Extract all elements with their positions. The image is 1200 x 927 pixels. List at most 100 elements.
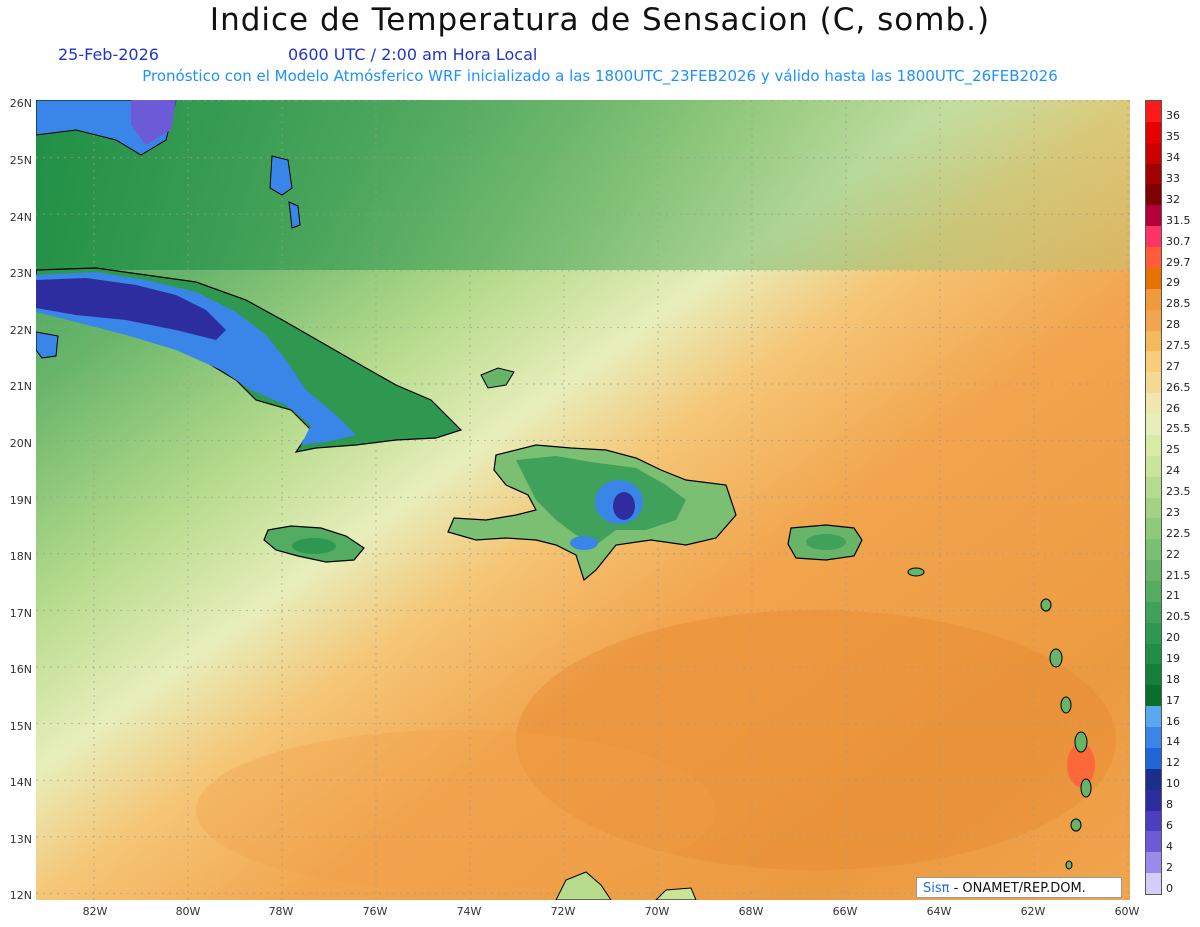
legend-swatch (1146, 476, 1161, 498)
sispi-logo: Sisπ (923, 881, 950, 896)
legend-label: 14 (1166, 735, 1180, 749)
lat-label: 12N (9, 889, 32, 902)
lon-label: 78W (268, 905, 294, 918)
legend-swatch (1146, 205, 1161, 227)
northern-cool-band (36, 100, 1130, 270)
lat-label: 24N (9, 211, 32, 224)
andros-island (269, 155, 293, 196)
legend-swatch (1146, 664, 1161, 686)
legend-swatch (1146, 184, 1161, 206)
lat-label: 14N (9, 776, 32, 789)
legend-swatch (1146, 497, 1161, 519)
lon-label: 80W (175, 905, 201, 918)
legend-swatch (1146, 727, 1161, 749)
lon-label: 60W (1114, 905, 1140, 918)
legend-label: 32 (1166, 192, 1180, 206)
legend-label: 26 (1166, 401, 1180, 415)
legend-swatch (1146, 414, 1161, 436)
legend-swatch (1146, 685, 1161, 707)
credit-text: - ONAMET/REP.DOM. (949, 881, 1086, 896)
cuba-cold-core (36, 278, 226, 340)
legend-swatch (1146, 121, 1161, 144)
warm-south (196, 730, 716, 890)
legend-swatch (1146, 831, 1161, 853)
florida-cold-core (131, 100, 176, 145)
lat-label: 13N (9, 833, 32, 846)
legend-label: 18 (1166, 672, 1180, 686)
legend-swatch (1146, 852, 1161, 874)
credit-box: Sisπ - ONAMET/REP.DOM. (916, 877, 1122, 898)
legend-label: 21.5 (1166, 568, 1191, 582)
lat-label: 16N (9, 663, 32, 676)
legend-label: 27 (1166, 359, 1180, 373)
lat-label: 19N (9, 494, 32, 507)
legend-swatch (1146, 789, 1161, 812)
lon-label: 82W (82, 905, 108, 918)
temperature-map (36, 100, 1130, 900)
isla-juventud (36, 331, 59, 359)
lon-label: 76W (362, 905, 388, 918)
hot-spot (1067, 743, 1095, 787)
lat-label: 23N (9, 267, 32, 280)
legend-label: 22.5 (1166, 526, 1191, 540)
lesser-antilles (907, 567, 1092, 870)
legend-label: 23 (1166, 505, 1180, 519)
legend-label: 28 (1166, 318, 1180, 332)
legend-swatch (1146, 226, 1161, 248)
lon-label: 74W (456, 905, 482, 918)
cordillera-cold-core (613, 492, 635, 520)
map-title: Indice de Temperatura de Sensacion (C, s… (209, 2, 991, 38)
legend-swatch (1146, 101, 1161, 123)
lat-label: 26N (9, 97, 32, 110)
legend-swatch (1146, 393, 1161, 415)
lat-label: 25N (9, 154, 32, 167)
legend-label: 19 (1166, 652, 1180, 665)
legend-swatch (1146, 163, 1161, 185)
legend-label: 17 (1166, 693, 1180, 707)
legend-swatch (1146, 622, 1161, 645)
legend-swatch (1146, 560, 1161, 582)
legend-label: 6 (1166, 818, 1173, 832)
forecast-time: 0600 UTC / 2:00 am Hora Local (288, 45, 538, 64)
legend-label: 31.5 (1166, 213, 1191, 227)
legend-swatch (1146, 142, 1161, 165)
legend-swatch (1146, 330, 1161, 352)
lon-label: 66W (832, 905, 858, 918)
map-grid (36, 100, 1130, 900)
legend-swatch (1146, 873, 1161, 895)
legend-label: 27.5 (1166, 338, 1191, 352)
legend-swatch (1146, 455, 1161, 478)
legend-swatch (1146, 747, 1161, 770)
lat-label: 20N (9, 437, 32, 450)
legend-swatch (1146, 539, 1161, 561)
legend-label: 36 (1166, 109, 1180, 123)
lat-label: 15N (9, 720, 32, 733)
legend-label: 10 (1166, 777, 1180, 791)
legend-label: 28.5 (1166, 297, 1191, 311)
legend-label: 33 (1166, 172, 1180, 186)
legend-swatch (1146, 580, 1161, 603)
legend-label: 24 (1166, 464, 1180, 478)
lon-label: 64W (926, 905, 952, 918)
warm-core (516, 610, 1116, 870)
legend-label: 29.7 (1166, 255, 1191, 269)
lat-label: 21N (9, 380, 32, 393)
legend-swatch (1146, 768, 1161, 791)
legend-swatch (1146, 288, 1161, 311)
lat-label: 22N (9, 324, 32, 337)
legend-label: 23.5 (1166, 485, 1191, 499)
legend-label: 25 (1166, 443, 1180, 457)
legend-label: 0 (1166, 881, 1173, 895)
legend-swatch (1146, 810, 1161, 832)
legend-label: 29 (1166, 276, 1180, 290)
legend-label: 4 (1166, 839, 1173, 853)
legend-label: 2 (1166, 860, 1173, 874)
legend-swatch (1146, 309, 1161, 332)
puerto-rico-highlands (806, 534, 846, 550)
legend-label: 8 (1166, 798, 1173, 812)
legend-swatch (1146, 434, 1161, 457)
legend-label: 25.5 (1166, 422, 1191, 436)
legend-swatch (1146, 267, 1161, 290)
legend-label: 21 (1166, 589, 1180, 603)
south-america-coast (555, 871, 612, 900)
